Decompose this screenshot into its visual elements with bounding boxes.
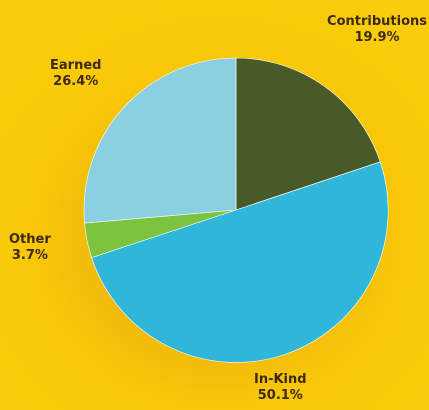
slice-label-other-name: Other — [9, 232, 51, 247]
slice-label-earned: Earned 26.4% — [50, 58, 101, 90]
slice-label-in-kind-name: In-Kind — [254, 372, 307, 387]
pie-slice-in-kind — [91, 161, 389, 363]
slice-label-contributions: Contributions 19.9% — [327, 14, 427, 46]
slice-label-in-kind: In-Kind 50.1% — [254, 372, 307, 404]
slice-label-contributions-value: 19.9% — [354, 30, 400, 45]
slice-label-in-kind-value: 50.1% — [257, 388, 303, 403]
slice-label-earned-name: Earned — [50, 58, 102, 73]
slice-label-contributions-name: Contributions — [327, 14, 427, 29]
slice-label-earned-value: 26.4% — [53, 74, 99, 89]
slice-label-other-value: 3.7% — [11, 248, 48, 263]
pie-slice-contributions — [235, 57, 381, 211]
pie-slice-earned — [83, 57, 237, 224]
pie-slices — [83, 57, 389, 363]
slice-label-other: Other 3.7% — [9, 232, 51, 264]
